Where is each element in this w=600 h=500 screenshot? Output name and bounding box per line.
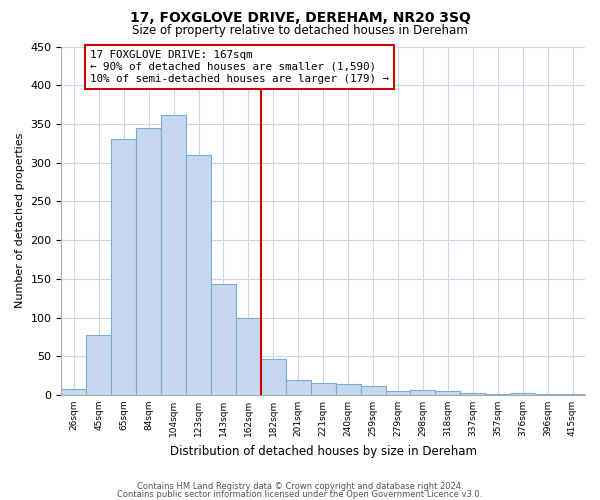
Bar [510,394,535,395]
Bar [410,390,436,395]
Bar [485,394,510,395]
Bar [386,391,410,395]
Bar [335,384,361,395]
Text: 17 FOXGLOVE DRIVE: 167sqm
← 90% of detached houses are smaller (1,590)
10% of se: 17 FOXGLOVE DRIVE: 167sqm ← 90% of detac… [90,50,389,84]
Bar [261,360,286,395]
Bar [161,114,186,395]
Bar [186,155,211,395]
X-axis label: Distribution of detached houses by size in Dereham: Distribution of detached houses by size … [170,444,477,458]
Bar [111,140,136,395]
Y-axis label: Number of detached properties: Number of detached properties [15,133,25,308]
Text: Contains public sector information licensed under the Open Government Licence v3: Contains public sector information licen… [118,490,482,499]
Bar [136,128,161,395]
Bar [86,336,111,395]
Text: Contains HM Land Registry data © Crown copyright and database right 2024.: Contains HM Land Registry data © Crown c… [137,482,463,491]
Text: 17, FOXGLOVE DRIVE, DEREHAM, NR20 3SQ: 17, FOXGLOVE DRIVE, DEREHAM, NR20 3SQ [130,11,470,25]
Bar [436,391,460,395]
Bar [535,394,560,395]
Bar [361,386,386,395]
Bar [61,388,86,395]
Bar [311,384,335,395]
Text: Size of property relative to detached houses in Dereham: Size of property relative to detached ho… [132,24,468,37]
Bar [211,284,236,395]
Bar [236,318,261,395]
Bar [286,380,311,395]
Bar [460,394,485,395]
Bar [560,394,585,395]
